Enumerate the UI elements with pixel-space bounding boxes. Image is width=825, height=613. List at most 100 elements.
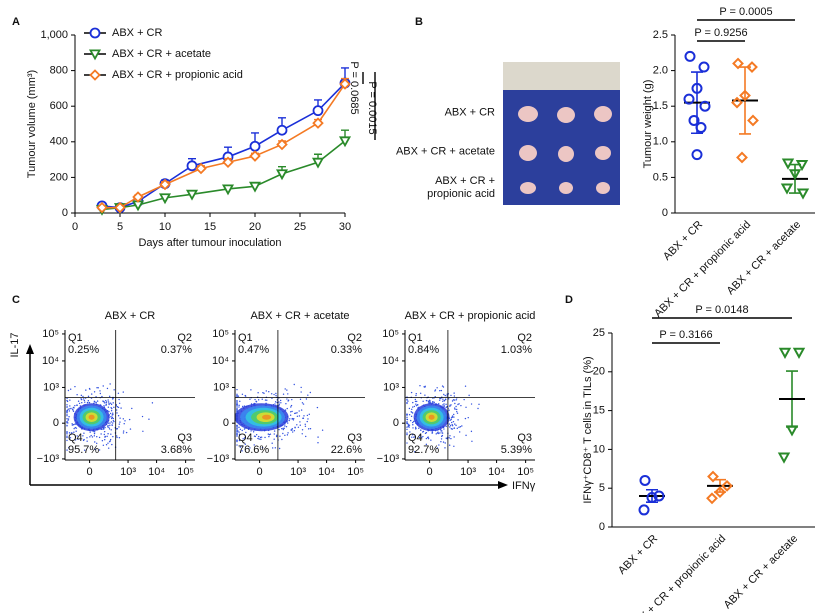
event-dot	[302, 403, 305, 405]
event-dot	[407, 400, 409, 402]
event-dot	[69, 408, 71, 410]
event-dot	[67, 389, 70, 392]
marker	[276, 138, 288, 151]
x-tick-label: ABX + CR	[661, 219, 705, 263]
marker	[746, 61, 758, 73]
x-tick-label: 20	[249, 221, 261, 233]
event-dot	[112, 412, 114, 414]
marker	[747, 114, 759, 127]
event-dot	[107, 442, 109, 444]
y-tick-label: −10³	[207, 453, 230, 465]
x-tick-label: 10³	[290, 466, 306, 478]
event-dot	[453, 395, 456, 397]
event-dot	[459, 426, 462, 428]
event-dot	[412, 424, 414, 426]
event-dot	[105, 402, 107, 404]
x-tick-label: 10³	[120, 466, 136, 478]
y-tick-label: −10³	[37, 453, 60, 465]
event-dot	[287, 432, 289, 434]
event-dot	[422, 431, 424, 433]
event-dot	[436, 432, 439, 434]
event-dot	[109, 422, 111, 424]
event-dot	[261, 398, 263, 400]
event-dot	[85, 389, 87, 391]
event-dot	[440, 435, 443, 438]
event-dot	[116, 412, 118, 414]
event-dot	[103, 430, 106, 433]
event-dot	[257, 399, 260, 401]
event-dot	[409, 431, 411, 433]
event-dot	[414, 436, 416, 438]
event-dot	[288, 419, 290, 422]
event-dot	[80, 398, 82, 400]
event-dot	[467, 416, 469, 419]
event-dot	[440, 389, 443, 392]
event-dot	[238, 426, 240, 429]
y-tick-label: 20	[593, 366, 605, 378]
event-dot	[442, 441, 445, 443]
event-dot	[74, 439, 77, 441]
event-dot	[244, 443, 246, 445]
event-dot	[66, 420, 68, 423]
event-dot	[427, 436, 430, 438]
tumour	[519, 145, 537, 161]
marker	[248, 181, 262, 193]
y-tick-label: 200	[50, 171, 68, 183]
event-dot	[91, 436, 94, 438]
event-dot	[301, 402, 304, 404]
marker	[684, 50, 696, 62]
event-dot	[102, 444, 105, 446]
event-dot	[254, 398, 256, 401]
event-dot	[289, 418, 291, 420]
event-dot	[279, 435, 281, 437]
photo-label: ABX + CR	[444, 106, 495, 119]
event-dot	[281, 438, 283, 441]
y-tick-label: 1.0	[653, 136, 668, 148]
event-dot	[406, 402, 408, 405]
panel-letter: A	[12, 16, 20, 28]
quadrant-name: Q3	[347, 432, 362, 444]
event-dot	[465, 406, 467, 408]
event-dot	[236, 393, 238, 396]
event-dot	[406, 416, 408, 419]
event-dot	[252, 431, 255, 433]
event-dot	[431, 431, 434, 433]
event-dot	[142, 430, 144, 432]
event-dot	[453, 407, 456, 409]
quadrant-percent: 3.68%	[161, 444, 192, 456]
event-dot	[410, 415, 413, 418]
event-dot	[266, 399, 268, 401]
event-dot	[299, 398, 302, 401]
event-dot	[82, 439, 85, 442]
event-dot	[69, 388, 72, 390]
event-dot	[450, 394, 452, 397]
event-dot	[70, 407, 72, 410]
event-dot	[148, 418, 150, 420]
event-dot	[443, 400, 446, 402]
event-dot	[430, 439, 432, 441]
y-tick-label: 10	[593, 443, 605, 455]
event-dot	[286, 434, 289, 436]
event-dot	[66, 404, 68, 406]
event-dot	[414, 426, 417, 429]
event-dot	[453, 427, 456, 429]
event-dot	[412, 420, 415, 423]
event-dot	[66, 433, 68, 435]
marker	[276, 124, 288, 136]
event-dot	[268, 391, 270, 393]
event-dot	[281, 428, 283, 430]
event-dot	[450, 417, 453, 419]
event-dot	[470, 403, 473, 405]
event-dot	[68, 410, 71, 412]
marker	[777, 452, 791, 464]
event-dot	[411, 412, 414, 414]
quadrant-percent: 0.37%	[161, 344, 192, 356]
event-dot	[112, 435, 114, 438]
quadrant-name: Q3	[177, 432, 192, 444]
y-tick-label: 2.0	[653, 65, 668, 77]
marker	[732, 57, 744, 70]
panel-letter: C	[12, 294, 20, 306]
y-tick-label: 1.5	[653, 100, 668, 112]
event-dot	[103, 433, 106, 436]
x-tick-label: 10⁴	[488, 466, 505, 478]
